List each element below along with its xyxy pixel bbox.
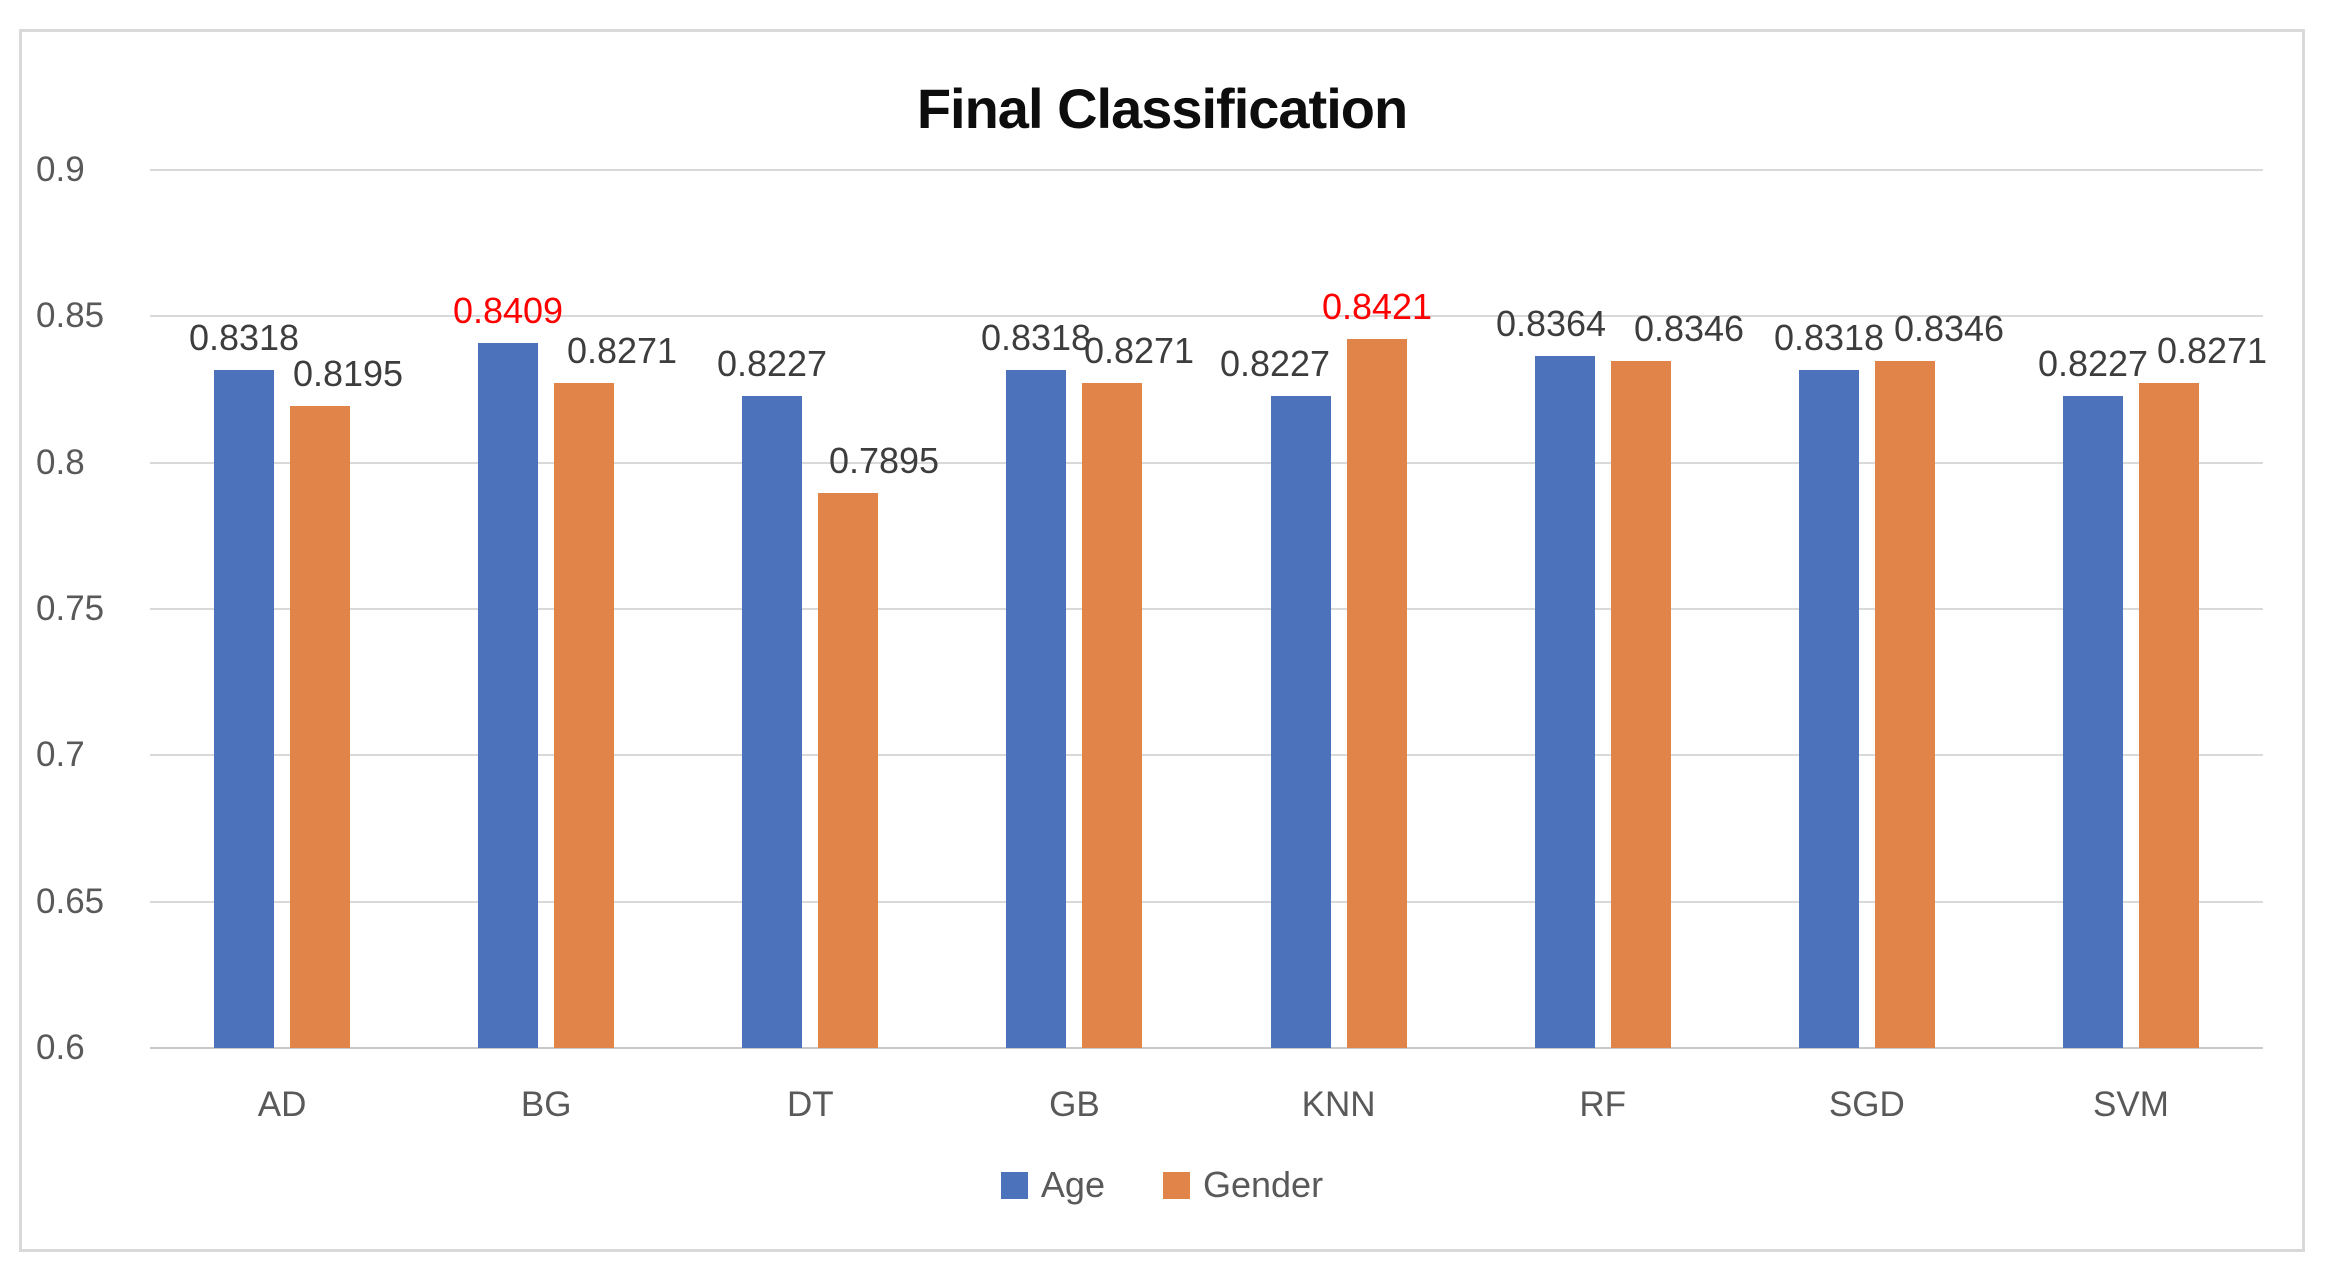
x-axis-category-label: SVM bbox=[2093, 1085, 2169, 1124]
bar-value-label: 0.8271 bbox=[1083, 330, 1195, 371]
legend-entry-age: Age bbox=[1000, 1164, 1105, 1206]
legend: Age Gender bbox=[19, 1164, 2305, 1206]
bar-age-knn bbox=[1271, 396, 1331, 1048]
y-axis-tick-label: 0.85 bbox=[36, 296, 105, 335]
x-axis-category-label: BG bbox=[520, 1085, 572, 1124]
bar-age-ad bbox=[214, 370, 274, 1048]
bar-value-label: 0.8227 bbox=[2037, 343, 2149, 384]
x-axis-category-label: SGD bbox=[1828, 1085, 1905, 1124]
y-axis-tick-label: 0.75 bbox=[36, 589, 105, 628]
gridline bbox=[150, 608, 2263, 610]
legend-entry-gender: Gender bbox=[1162, 1164, 1324, 1206]
y-axis-tick-label: 0.7 bbox=[36, 735, 85, 774]
bar-value-label: 0.8346 bbox=[1893, 308, 2005, 349]
gridline bbox=[150, 315, 2263, 317]
chart-card bbox=[19, 29, 2305, 1252]
bar-value-label: 0.7895 bbox=[828, 440, 940, 481]
bar-value-label: 0.8318 bbox=[980, 317, 1092, 358]
legend-age-label: Age bbox=[1040, 1164, 1105, 1205]
bar-gender-ad bbox=[290, 406, 350, 1048]
y-axis-tick-label: 0.65 bbox=[36, 882, 105, 921]
bar-gender-bg bbox=[554, 383, 614, 1048]
gridline bbox=[150, 169, 2263, 171]
bar-value-label: 0.8271 bbox=[2156, 330, 2268, 371]
bar-value-label: 0.8346 bbox=[1633, 308, 1745, 349]
gridline bbox=[150, 901, 2263, 903]
y-axis-tick-label: 0.6 bbox=[36, 1028, 85, 1067]
y-axis-tick-label: 0.9 bbox=[36, 150, 85, 189]
legend-age-swatch bbox=[1000, 1171, 1028, 1199]
x-axis-category-label: KNN bbox=[1301, 1085, 1376, 1124]
y-axis-tick-label: 0.8 bbox=[36, 443, 85, 482]
x-axis-category-label: RF bbox=[1579, 1085, 1627, 1124]
legend-gender-label: Gender bbox=[1202, 1164, 1324, 1205]
bar-gender-dt bbox=[818, 493, 878, 1048]
bar-value-label: 0.8364 bbox=[1495, 303, 1607, 344]
gridline bbox=[150, 462, 2263, 464]
bar-age-svm bbox=[2063, 396, 2123, 1048]
bar-gender-svm bbox=[2139, 383, 2199, 1048]
bar-value-label: 0.8195 bbox=[292, 353, 404, 394]
bar-age-dt bbox=[742, 396, 802, 1048]
bar-value-label: 0.8318 bbox=[1773, 317, 1885, 358]
x-axis-category-label: AD bbox=[257, 1085, 307, 1124]
bar-value-label: 0.8227 bbox=[716, 343, 828, 384]
bar-value-label: 0.8409 bbox=[452, 290, 564, 331]
bar-gender-knn bbox=[1347, 339, 1407, 1048]
x-axis-category-label: DT bbox=[786, 1085, 834, 1124]
bar-age-gb bbox=[1006, 370, 1066, 1048]
gridline bbox=[150, 754, 2263, 756]
bar-value-label: 0.8421 bbox=[1321, 286, 1433, 327]
bar-age-rf bbox=[1535, 356, 1595, 1048]
chart-title: Final Classification bbox=[916, 77, 1408, 140]
bar-value-label: 0.8318 bbox=[188, 317, 300, 358]
legend-gender-swatch bbox=[1162, 1171, 1190, 1199]
bar-gender-sgd bbox=[1875, 361, 1935, 1048]
bar-value-label: 0.8227 bbox=[1219, 343, 1331, 384]
x-axis-category-label: GB bbox=[1049, 1085, 1100, 1124]
bar-value-label: 0.8271 bbox=[566, 330, 678, 371]
bar-age-sgd bbox=[1799, 370, 1859, 1048]
bar-age-bg bbox=[478, 343, 538, 1048]
bar-gender-rf bbox=[1611, 361, 1671, 1048]
x-axis-line bbox=[150, 1047, 2263, 1049]
bar-gender-gb bbox=[1082, 383, 1142, 1048]
